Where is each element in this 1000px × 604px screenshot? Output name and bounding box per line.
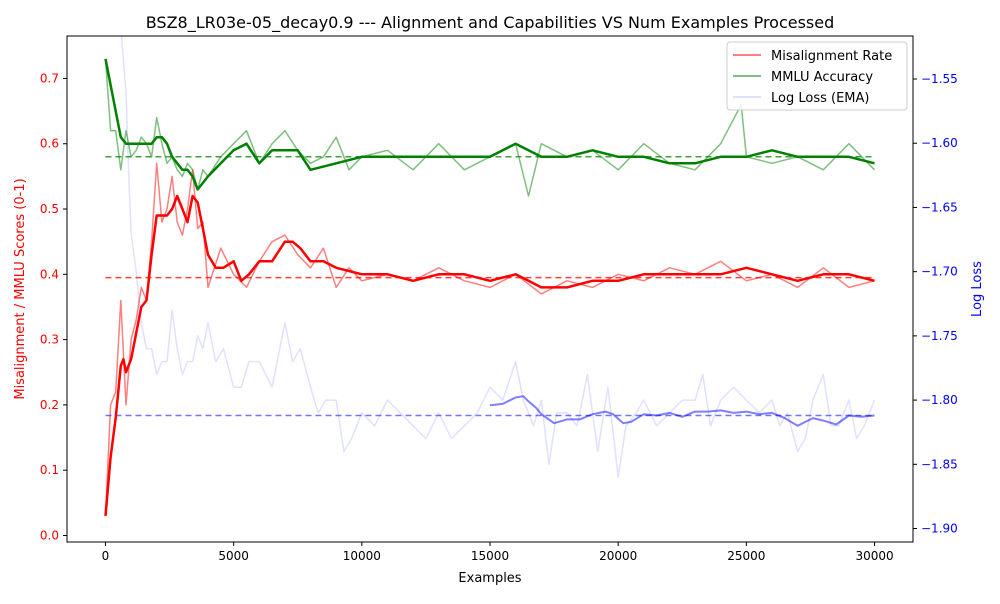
x-axis-label: Examples: [458, 571, 521, 586]
y-axis-left-label: Misalignment / MMLU Scores (0-1): [13, 178, 28, 399]
y-left-tick-label: 0.7: [40, 71, 59, 85]
y-right-tick-label: −1.60: [921, 136, 958, 150]
y-left-tick-label: 0.1: [40, 463, 59, 477]
y-right-tick-label: −1.65: [921, 200, 958, 214]
series-group: [104, 36, 876, 517]
y-right-tick-label: −1.70: [921, 265, 958, 279]
y-left-tick-label: 0.4: [40, 267, 59, 281]
y-right-tick-label: −1.80: [921, 393, 958, 407]
y-left-tick-label: 0.3: [40, 333, 59, 347]
x-tick-label: 30000: [855, 549, 893, 563]
y-axis-left: 0.0 0.1 0.2 0.3 0.4 0.5 0.6 0.7: [40, 71, 67, 542]
y-axis-right-label: Log Loss: [970, 261, 985, 317]
y-right-tick-label: −1.85: [921, 457, 958, 471]
x-tick-label: 25000: [727, 549, 765, 563]
y-left-tick-label: 0.6: [40, 137, 59, 151]
x-tick-label: 5000: [218, 549, 249, 563]
y-left-tick-label: 0.0: [40, 528, 59, 542]
series-line-logloss-smooth: [489, 395, 875, 427]
plot-area: [104, 36, 876, 517]
series-line-misalignment-smooth: [104, 194, 875, 517]
y-right-tick-label: −1.90: [921, 522, 958, 536]
legend-label-mmlu: MMLU Accuracy: [771, 70, 873, 85]
y-left-tick-label: 0.2: [40, 398, 59, 412]
y-right-tick-label: −1.55: [921, 72, 958, 86]
x-tick-label: 0: [102, 549, 110, 563]
legend: Misalignment Rate MMLU Accuracy Log Loss…: [726, 41, 908, 111]
y-axis-right: −1.90 −1.85 −1.80 −1.75 −1.70 −1.65 −1.60 −1.55: [913, 72, 958, 536]
series-line-logloss-raw: [120, 36, 876, 478]
series-line-mmlu-smooth: [104, 58, 875, 191]
chart-title: BSZ8_LR03e-05_decay0.9 --- Alignment and…: [146, 13, 835, 33]
y-left-tick-label: 0.5: [40, 202, 59, 216]
x-tick-label: 20000: [599, 549, 637, 563]
y-right-tick-label: −1.75: [921, 329, 958, 343]
x-tick-label: 15000: [471, 549, 509, 563]
legend-label-logloss: Log Loss (EMA): [771, 91, 869, 106]
x-axis: 0 5000 10000 15000 20000 25000 30000: [102, 542, 894, 563]
legend-label-misalignment: Misalignment Rate: [771, 49, 892, 64]
x-tick-label: 10000: [343, 549, 381, 563]
legend-box: [726, 41, 908, 111]
